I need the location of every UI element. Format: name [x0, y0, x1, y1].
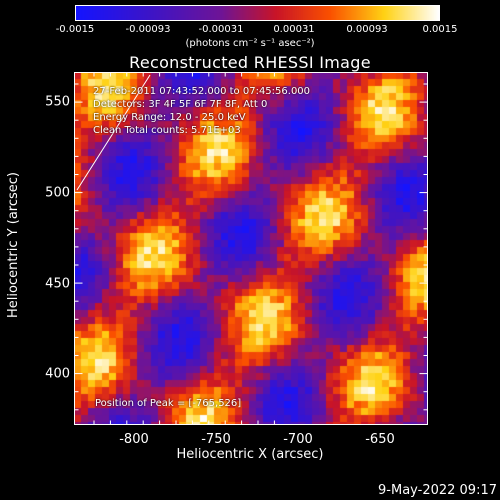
heatmap-plot: [74, 72, 427, 424]
detectors-label: Detectors: 3F 4F 5F 6F 7F 8F, Att 0: [93, 99, 268, 110]
chart-title: Reconstructed RHESSI Image: [129, 53, 371, 72]
colorbar-tick: -0.0015: [55, 24, 95, 35]
clean-counts-label: Clean Total counts: 5.71E+03: [93, 125, 241, 136]
peak-position-label: Position of Peak = [-765,526]: [95, 398, 242, 409]
date-stamp: 9-May-2022 09:17: [378, 483, 497, 498]
x-axis-label: Heliocentric X (arcsec): [176, 447, 324, 462]
colorbar: [75, 5, 440, 21]
colorbar-tick: -0.00031: [198, 24, 244, 35]
y-axis-label: Heliocentric Y (arcsec): [6, 172, 21, 318]
energy-range-label: Energy Range: 12.0 - 25.0 keV: [93, 112, 246, 123]
y-tick-label: 500: [45, 185, 70, 201]
y-tick-label: 450: [45, 276, 70, 292]
colorbar-tick: 0.00031: [273, 24, 315, 35]
colorbar-tick: 0.00093: [346, 24, 388, 35]
colorbar-tick: -0.00093: [125, 24, 171, 35]
colorbar-units: (photons cm⁻² s⁻¹ asec⁻²): [185, 38, 315, 49]
y-tick-label: 550: [45, 94, 70, 110]
limb-line: [76, 74, 151, 191]
x-tick-label: -700: [283, 432, 313, 447]
colorbar-tick: 0.0015: [422, 24, 458, 35]
y-tick-label: 400: [45, 366, 70, 382]
x-tick-label: -750: [201, 432, 231, 447]
x-tick-label: -800: [119, 432, 149, 447]
time-range-label: 27-Feb-2011 07:43:52.000 to 07:45:56.000: [93, 86, 311, 97]
x-tick-label: -650: [365, 432, 395, 447]
